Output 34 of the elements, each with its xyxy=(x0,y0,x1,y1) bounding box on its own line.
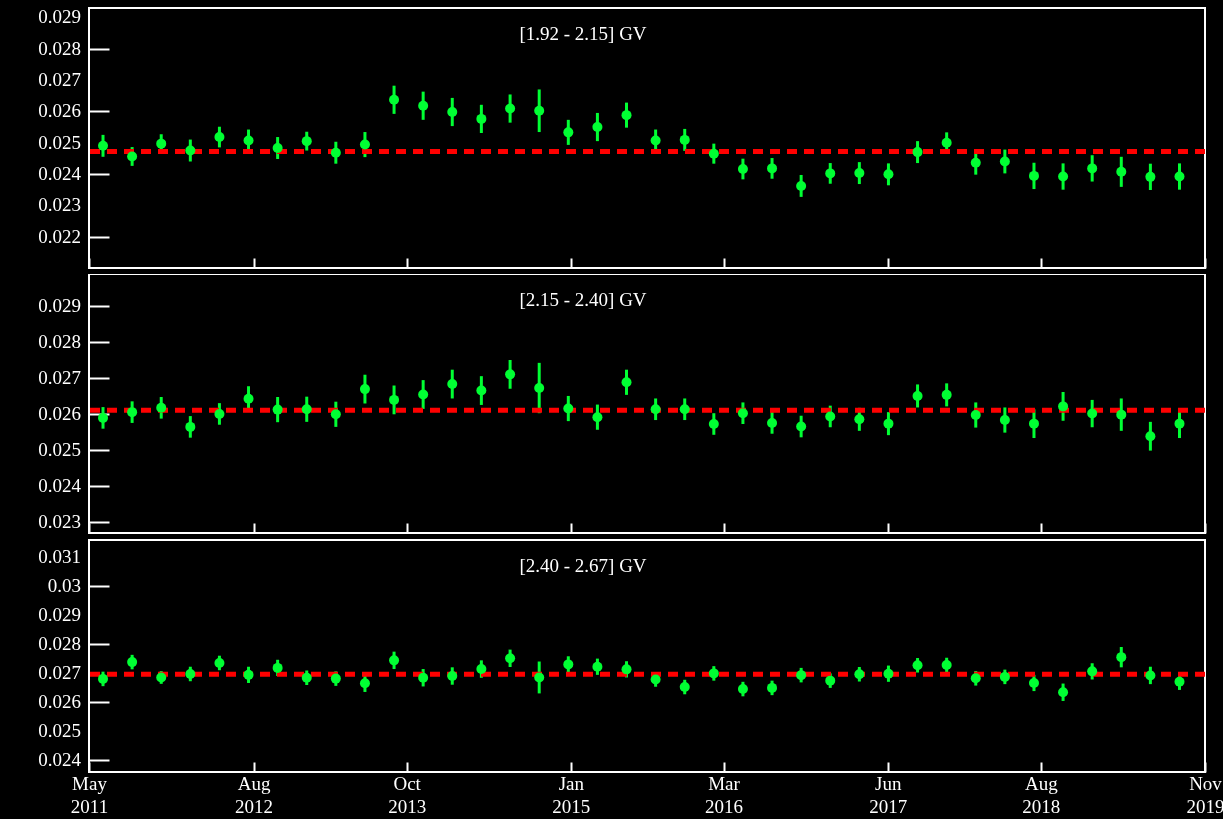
y-tick-label: 0.023 xyxy=(38,511,81,533)
y-tick-label: 0.029 xyxy=(38,6,81,28)
y-tick-label: 0.031 xyxy=(38,546,81,568)
y-tick-label: 0.027 xyxy=(38,69,81,91)
y-tick-label: 0.029 xyxy=(38,295,81,317)
y-tick-label: 0.03 xyxy=(47,575,81,597)
y-tick-label: 0.024 xyxy=(38,163,82,185)
y-tick-label: 0.027 xyxy=(38,367,81,389)
y-tick-label: 0.028 xyxy=(38,633,81,655)
x-tick-label: Aug 2018 xyxy=(1022,772,1061,817)
y-tick-label: 0.023 xyxy=(38,194,81,216)
x-tick-label: Jun 2017 xyxy=(869,772,908,817)
y-tick-label: 0.026 xyxy=(38,100,81,122)
text: [2.40 - 2.67] GV xyxy=(519,555,647,576)
x-tick-label: Jan 2015 xyxy=(552,772,591,817)
y-tick-label: 0.024 xyxy=(38,749,82,771)
y-tick-label: 0.025 xyxy=(38,131,81,153)
x-tick-label: Nov 2019 xyxy=(1186,772,1223,817)
y-tick-label: 0.022 xyxy=(38,225,81,247)
text: [1.92 - 2.15] GV xyxy=(519,23,647,44)
y-tick-label: 0.027 xyxy=(38,662,81,684)
x-tick-label: May 2011 xyxy=(70,772,109,817)
text: [2.15 - 2.40] GV xyxy=(519,289,647,310)
y-tick-label: 0.025 xyxy=(38,439,81,461)
y-tick-label: 0.029 xyxy=(38,604,81,626)
y-tick-label: 0.025 xyxy=(38,720,81,742)
x-tick-label: Aug 2012 xyxy=(235,772,274,817)
y-tick-label: 0.026 xyxy=(38,403,81,425)
x-tick-label: Oct 2013 xyxy=(388,772,427,817)
y-tick-label: 0.026 xyxy=(38,691,81,713)
y-tick-label: 0.028 xyxy=(38,37,81,59)
y-tick-label: 0.028 xyxy=(38,331,81,353)
y-tick-label: 0.024 xyxy=(38,475,82,497)
x-tick-label: Mar 2016 xyxy=(705,772,744,817)
